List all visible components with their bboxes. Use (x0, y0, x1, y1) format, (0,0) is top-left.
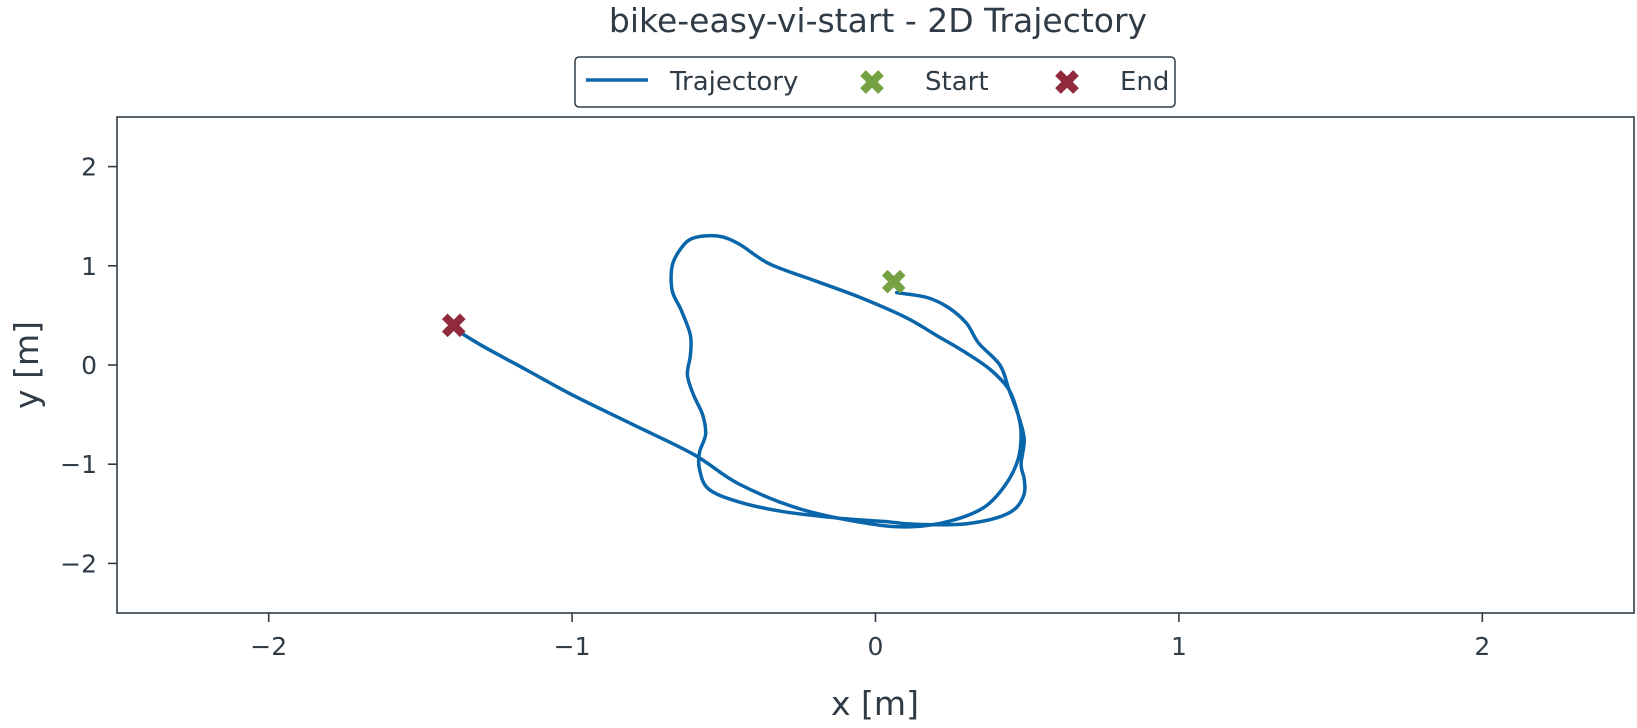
trajectory-line (452, 233, 1027, 529)
chart-title: bike-easy-vi-start - 2D Trajectory (609, 1, 1147, 40)
y-tick-label: 1 (81, 252, 97, 281)
x-tick-label: 1 (1171, 632, 1187, 661)
legend-start-x-stroke-b (860, 70, 884, 94)
legend-end-marker (1055, 70, 1079, 94)
x-tick-label: −1 (554, 632, 591, 661)
x-tick-label: 0 (868, 632, 884, 661)
legend-end-label: End (1120, 67, 1169, 97)
legend-start-x (860, 70, 884, 94)
y-axis: −2 −1 0 1 2 (60, 153, 117, 578)
y-tick-label: −2 (60, 549, 97, 578)
y-axis-label: y [m] (7, 321, 46, 409)
legend: Trajectory Start End (574, 56, 1176, 108)
x-tick-label: 2 (1474, 632, 1490, 661)
start-marker-stroke-b (881, 269, 906, 294)
start-marker (881, 269, 906, 294)
x-axis-label: x [m] (831, 684, 919, 723)
legend-end-x-stroke-b (1055, 70, 1079, 94)
legend-start-marker (860, 70, 884, 94)
plot-area-frame (116, 116, 1635, 614)
legend-start-label: Start (925, 67, 989, 97)
end-marker-stroke-b (441, 313, 466, 338)
markers-layer (441, 269, 906, 338)
legend-trajectory-label: Trajectory (669, 67, 798, 97)
legend-end-x (1055, 70, 1079, 94)
end-marker (441, 313, 466, 338)
y-tick-label: 2 (81, 153, 97, 182)
x-tick-label: −2 (250, 632, 287, 661)
y-tick-label: −1 (60, 450, 97, 479)
x-axis: −2 −1 0 1 2 (250, 613, 1490, 661)
y-tick-label: 0 (81, 351, 97, 380)
